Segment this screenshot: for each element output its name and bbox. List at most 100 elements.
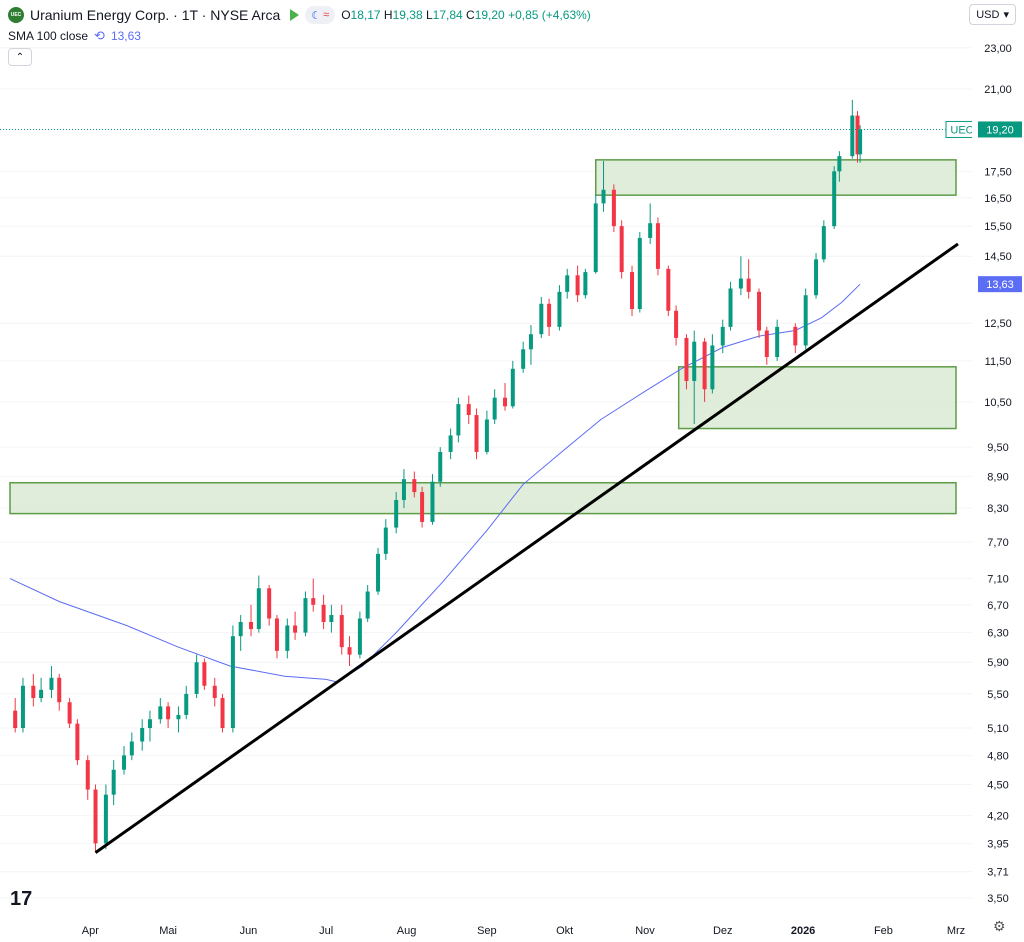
candle-2025-03-31 bbox=[85, 755, 90, 800]
candle-2025-10-27 bbox=[630, 265, 635, 317]
candle-body bbox=[474, 415, 479, 452]
sma-value-badge: 13,63 bbox=[978, 276, 1022, 293]
candle-body bbox=[837, 156, 842, 172]
sma-100-line[interactable] bbox=[9, 283, 861, 683]
candle-body bbox=[67, 702, 72, 724]
x-tick-label-9: 2026 bbox=[791, 925, 815, 937]
trendline[interactable] bbox=[94, 242, 959, 854]
change-value: +0,85 (+4,63%) bbox=[508, 8, 591, 22]
candle-body bbox=[764, 330, 769, 357]
tradingview-logo[interactable]: 17 bbox=[10, 888, 33, 910]
zone-2[interactable] bbox=[677, 366, 957, 430]
x-tick-label-8: Dez bbox=[713, 925, 733, 937]
candle-body bbox=[103, 794, 108, 844]
y-tick-label-17: 5,50 bbox=[987, 689, 1008, 701]
y-tick-label-11: 8,30 bbox=[987, 503, 1008, 515]
candle-2025-04-10 bbox=[111, 760, 116, 806]
candle-body bbox=[648, 223, 653, 238]
candle-body bbox=[775, 326, 780, 357]
x-tick-label-5: Sep bbox=[477, 925, 497, 937]
candle-body bbox=[503, 397, 508, 407]
candle-body bbox=[194, 662, 199, 694]
candle-2025-09-29 bbox=[557, 285, 562, 331]
candle-2025-06-02 bbox=[249, 604, 254, 637]
candle-2025-06-05 bbox=[256, 575, 261, 633]
candle-body bbox=[601, 189, 606, 204]
session-mode-toggle[interactable]: ☾ ≈ bbox=[305, 6, 336, 24]
candle-2025-07-24 bbox=[383, 519, 388, 560]
y-tick-label-7: 11,50 bbox=[985, 356, 1012, 368]
y-tick-label-10: 8,90 bbox=[987, 472, 1008, 484]
candle-body bbox=[611, 189, 616, 227]
candle-2025-04-28 bbox=[158, 698, 163, 724]
x-tick-label-6: Okt bbox=[556, 925, 573, 937]
y-tick-label-20: 4,50 bbox=[987, 780, 1008, 792]
candle-body bbox=[147, 719, 152, 729]
candle-2025-04-07 bbox=[103, 784, 108, 850]
candle-body bbox=[448, 435, 453, 452]
candle-body bbox=[13, 710, 18, 729]
candle-2025-05-08 bbox=[184, 685, 189, 720]
candle-2026-01-22 bbox=[855, 111, 860, 163]
candle-body bbox=[438, 451, 443, 482]
candle-2025-08-07 bbox=[420, 486, 425, 528]
open-value: 18,17 bbox=[350, 8, 381, 22]
symbol-tag-label: UEC bbox=[950, 124, 973, 136]
legend-header: UEC Uranium Energy Corp. · 1T · NYSE Arc… bbox=[8, 6, 591, 24]
candle-body bbox=[311, 598, 316, 605]
candle-body bbox=[855, 115, 860, 155]
candle-2025-12-22 bbox=[775, 319, 780, 361]
time-axis[interactable]: Apr Mai Jun Jul Aug Sep Okt Nov Dez 2026 Feb Mrz bbox=[82, 925, 965, 937]
indicator-legend[interactable]: SMA 100 close ⟲ 13,63 bbox=[8, 28, 141, 44]
candle-body bbox=[814, 259, 819, 296]
low-value: 17,84 bbox=[432, 8, 463, 22]
candle-body bbox=[329, 615, 334, 622]
candle-2025-09-01 bbox=[484, 410, 489, 455]
y-tick-label-9: 9,50 bbox=[987, 442, 1008, 454]
refresh-icon[interactable]: ⟲ bbox=[94, 28, 105, 43]
y-tick-label-2: 17,50 bbox=[984, 166, 1012, 178]
y-tick-label-4: 15,50 bbox=[984, 221, 1012, 233]
candle-body bbox=[630, 272, 635, 310]
zone-1[interactable] bbox=[594, 159, 957, 196]
candle-body bbox=[57, 677, 62, 703]
settings-gear-icon[interactable]: ⚙ bbox=[993, 918, 1006, 934]
candle-body bbox=[303, 598, 308, 633]
y-tick-label-16: 5,90 bbox=[987, 657, 1008, 669]
collapse-legend-button[interactable]: ⌃ bbox=[8, 48, 32, 66]
indicator-name: SMA 100 close bbox=[8, 29, 89, 43]
candle-body bbox=[821, 226, 826, 260]
candle-body bbox=[738, 278, 743, 289]
candle-2025-06-12 bbox=[274, 615, 279, 659]
y-tick-label-12: 7,70 bbox=[987, 537, 1008, 549]
candle-2025-06-26 bbox=[311, 578, 316, 612]
indicator-value: 13,63 bbox=[110, 29, 141, 43]
candle-2025-11-17 bbox=[684, 334, 689, 390]
candle-body bbox=[674, 310, 679, 338]
y-tick-label-1: 21,00 bbox=[984, 84, 1012, 96]
zone-3[interactable] bbox=[9, 481, 957, 515]
candle-2025-10-09 bbox=[583, 268, 588, 299]
currency-selector[interactable]: USD ▾ bbox=[969, 4, 1016, 25]
candle-2025-12-04 bbox=[728, 281, 733, 331]
candle-2025-05-01 bbox=[166, 702, 171, 729]
candle-2025-05-19 bbox=[212, 677, 217, 707]
candle-2025-07-03 bbox=[329, 604, 334, 633]
candle-2025-07-21 bbox=[376, 547, 381, 595]
y-tick-label-21: 4,20 bbox=[987, 811, 1008, 823]
symbol-title[interactable]: Uranium Energy Corp. · 1T · NYSE Arca bbox=[30, 7, 281, 23]
candle-2025-12-15 bbox=[757, 288, 762, 338]
candle-body bbox=[710, 345, 715, 390]
candle-2025-03-27 bbox=[75, 719, 80, 765]
candle-body bbox=[528, 334, 533, 350]
candle-2025-06-30 bbox=[321, 594, 326, 630]
waves-icon: ≈ bbox=[323, 9, 330, 21]
candle-2025-05-05 bbox=[176, 706, 181, 733]
price-axis[interactable]: 23,00 21,00 17,50 16,50 15,50 14,50 12,50 11,50… bbox=[972, 0, 1024, 942]
flag-icon[interactable] bbox=[290, 9, 300, 21]
company-logo: UEC bbox=[8, 7, 24, 23]
candle-2025-08-11 bbox=[430, 474, 435, 525]
candle-2025-08-18 bbox=[448, 428, 453, 460]
x-tick-label-3: Jul bbox=[319, 925, 333, 937]
